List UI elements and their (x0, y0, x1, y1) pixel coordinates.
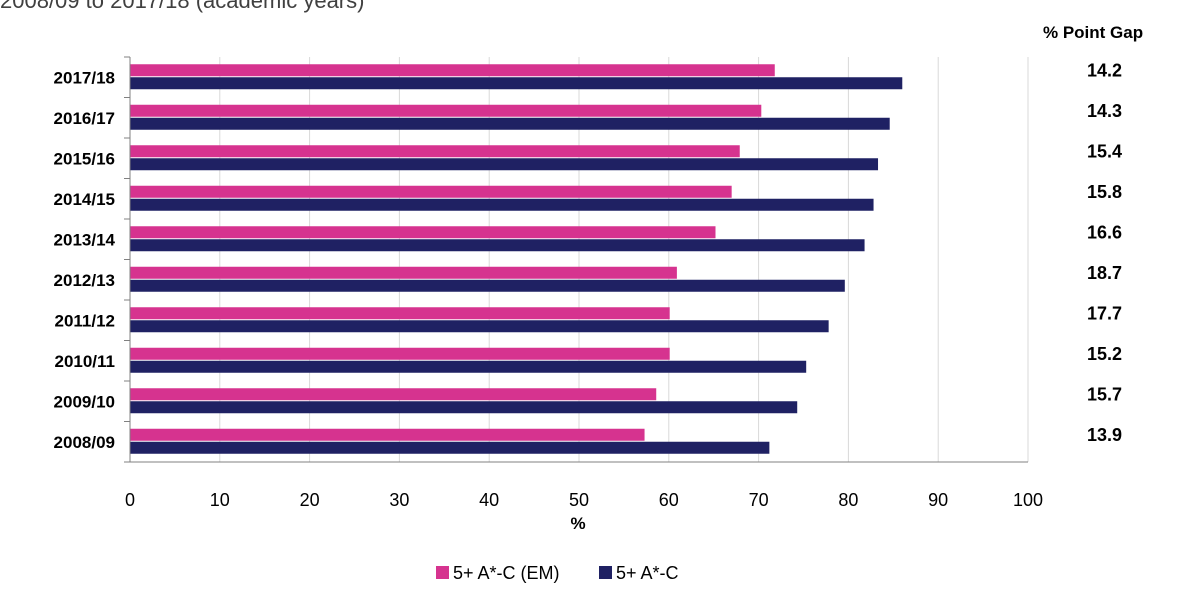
category-label: 2008/09 (54, 433, 115, 452)
chart-subtitle: 2008/09 to 2017/18 (academic years) (0, 0, 365, 13)
x-tick-label: 30 (389, 490, 409, 510)
x-tick-label: 60 (659, 490, 679, 510)
x-tick-label: 20 (300, 490, 320, 510)
bar (130, 117, 890, 130)
category-label: 2009/10 (54, 392, 115, 411)
legend-label: 5+ A*-C (616, 563, 679, 583)
category-label: 2016/17 (54, 109, 115, 128)
category-label: 2010/11 (54, 352, 115, 371)
bar (130, 360, 807, 373)
legend-swatch (436, 566, 449, 579)
category-labels: 2017/18 2016/17 2015/16 2014/15 2013/14 2012/… (54, 68, 116, 452)
x-tick-label: 100 (1013, 490, 1043, 510)
point-gap-value: 13.9 (1087, 425, 1122, 445)
bar (130, 239, 865, 252)
point-gap-value: 18.7 (1087, 263, 1122, 283)
bar (130, 64, 775, 77)
category-label: 2017/18 (54, 68, 115, 87)
category-label: 2012/13 (54, 271, 115, 290)
bar (130, 320, 829, 333)
bar (130, 158, 879, 171)
bar (130, 388, 657, 401)
bar (130, 185, 732, 198)
x-tick-label: 50 (569, 490, 589, 510)
x-tick-label: 70 (749, 490, 769, 510)
point-gap-value: 15.2 (1087, 344, 1122, 364)
bar (130, 198, 874, 211)
point-gap-header: % Point Gap (1043, 23, 1143, 42)
x-tick-label: 40 (479, 490, 499, 510)
category-label: 2013/14 (54, 230, 116, 249)
bar (130, 77, 903, 90)
point-gap-value: 15.4 (1087, 141, 1122, 161)
point-gap-value: 14.3 (1087, 101, 1122, 121)
x-tick-label: 80 (838, 490, 858, 510)
bar (130, 441, 770, 454)
x-tick-label: 10 (210, 490, 230, 510)
bar (130, 401, 798, 414)
bar (130, 226, 716, 239)
x-tick-label: 90 (928, 490, 948, 510)
bar (130, 104, 762, 117)
legend-label: 5+ A*-C (EM) (453, 563, 560, 583)
bar (130, 145, 740, 158)
bars (130, 64, 903, 454)
legend: 5+ A*-C (EM) 5+ A*-C (436, 563, 679, 583)
point-gap-value: 15.7 (1087, 384, 1122, 404)
bar (130, 266, 677, 279)
point-gap-value: 17.7 (1087, 303, 1122, 323)
category-label: 2015/16 (54, 149, 115, 168)
bar (130, 307, 670, 320)
axes (124, 56, 1028, 463)
x-tick-label: 0 (125, 490, 135, 510)
point-gap-labels: 14.2 14.3 15.4 15.8 16.6 18.7 17.7 15.2 15.7 13.9 (1087, 60, 1122, 445)
point-gap-value: 15.8 (1087, 182, 1122, 202)
category-label: 2014/15 (54, 190, 115, 209)
x-axis-label: % (570, 514, 585, 533)
bar (130, 347, 670, 360)
category-label: 2011/12 (54, 311, 115, 330)
bar (130, 428, 645, 441)
x-tick-labels: 0 10 20 30 40 50 60 70 80 90 100 (125, 490, 1043, 510)
point-gap-value: 16.6 (1087, 222, 1122, 242)
legend-swatch (599, 566, 612, 579)
bar (130, 279, 845, 292)
point-gap-value: 14.2 (1087, 60, 1122, 80)
